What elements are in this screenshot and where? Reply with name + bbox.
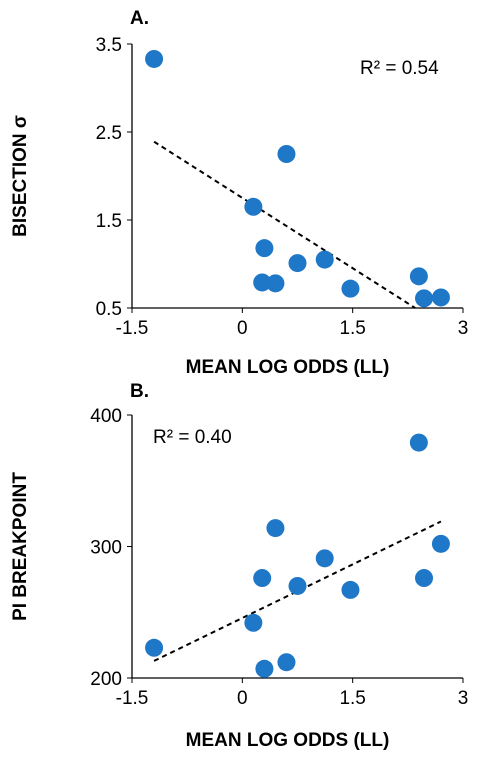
panel-a-x-tick-label: -1.5 <box>116 318 149 339</box>
panel-a-data-point <box>341 279 360 298</box>
panel-a-data-point <box>244 197 263 216</box>
panel-b-trendline <box>153 520 442 662</box>
panel-a-y-tick-label: 2.5 <box>96 123 122 144</box>
panel-a-data-point <box>409 267 428 286</box>
panel-b-x-axis-title: MEAN LOG ODDS (LL) <box>186 730 390 751</box>
panel-a-data-point <box>277 145 296 163</box>
panel-a-x-axis-title: MEAN LOG ODDS (LL) <box>186 357 390 378</box>
panel-b-data-point <box>244 613 263 632</box>
panel-b-label: B. <box>130 381 149 402</box>
panel-a-data-point <box>415 289 434 308</box>
panel-a-data-point <box>315 250 334 269</box>
panel-b-x-tick-label: 1.5 <box>339 688 365 709</box>
panel-a-data-point <box>266 274 285 293</box>
panel-b-data-point <box>255 659 274 678</box>
panel-a-y-tick-label: 0.5 <box>96 299 122 320</box>
panel-a-data-point <box>431 288 450 307</box>
panel-a-data-point <box>253 273 272 292</box>
panel-b-y-tick-label: 300 <box>90 538 122 559</box>
panel-b-y-tick-label: 400 <box>90 406 122 427</box>
panel-a-data-point <box>288 254 307 273</box>
panel-a-x-tick-label: 0 <box>237 318 248 339</box>
panel-b-data-point <box>277 653 296 672</box>
panel-b-data-point <box>431 534 450 553</box>
panel-b-data-point <box>409 433 428 452</box>
panel-b-data-point <box>415 569 434 588</box>
panel-a-data-point <box>255 239 274 258</box>
panel-b-data-point <box>253 569 272 588</box>
panel-a-y-axis-title: BISECTION σ <box>10 115 31 237</box>
panel-a-label: A. <box>130 8 149 29</box>
panel-b-y-axis-title: PI BREAKPOINT <box>10 472 31 621</box>
panel-b-x-tick-label: -1.5 <box>116 688 149 709</box>
panel-b-x-tick-label: 0 <box>237 688 248 709</box>
panel-a-y-tick-label: 3.5 <box>96 35 122 56</box>
panel-b-data-point <box>266 519 285 538</box>
panel-a-y-tick-label: 1.5 <box>96 211 122 232</box>
panel-b-r-squared: R² = 0.40 <box>153 427 232 448</box>
panel-b-y-tick-label: 200 <box>90 669 122 690</box>
panel-a-r-squared: R² = 0.54 <box>360 58 439 79</box>
panel-a-x-tick-label: 3 <box>458 318 469 339</box>
panel-b-data-point <box>288 576 307 595</box>
panel-a-data-point <box>145 49 164 68</box>
panel-a-x-tick-label: 1.5 <box>339 318 365 339</box>
panel-b-data-point <box>145 638 164 657</box>
panel-b-data-point <box>341 580 360 599</box>
panel-a-trendline <box>153 140 416 309</box>
panel-b-x-tick-label: 3 <box>458 688 469 709</box>
panel-b-data-point <box>315 549 334 568</box>
